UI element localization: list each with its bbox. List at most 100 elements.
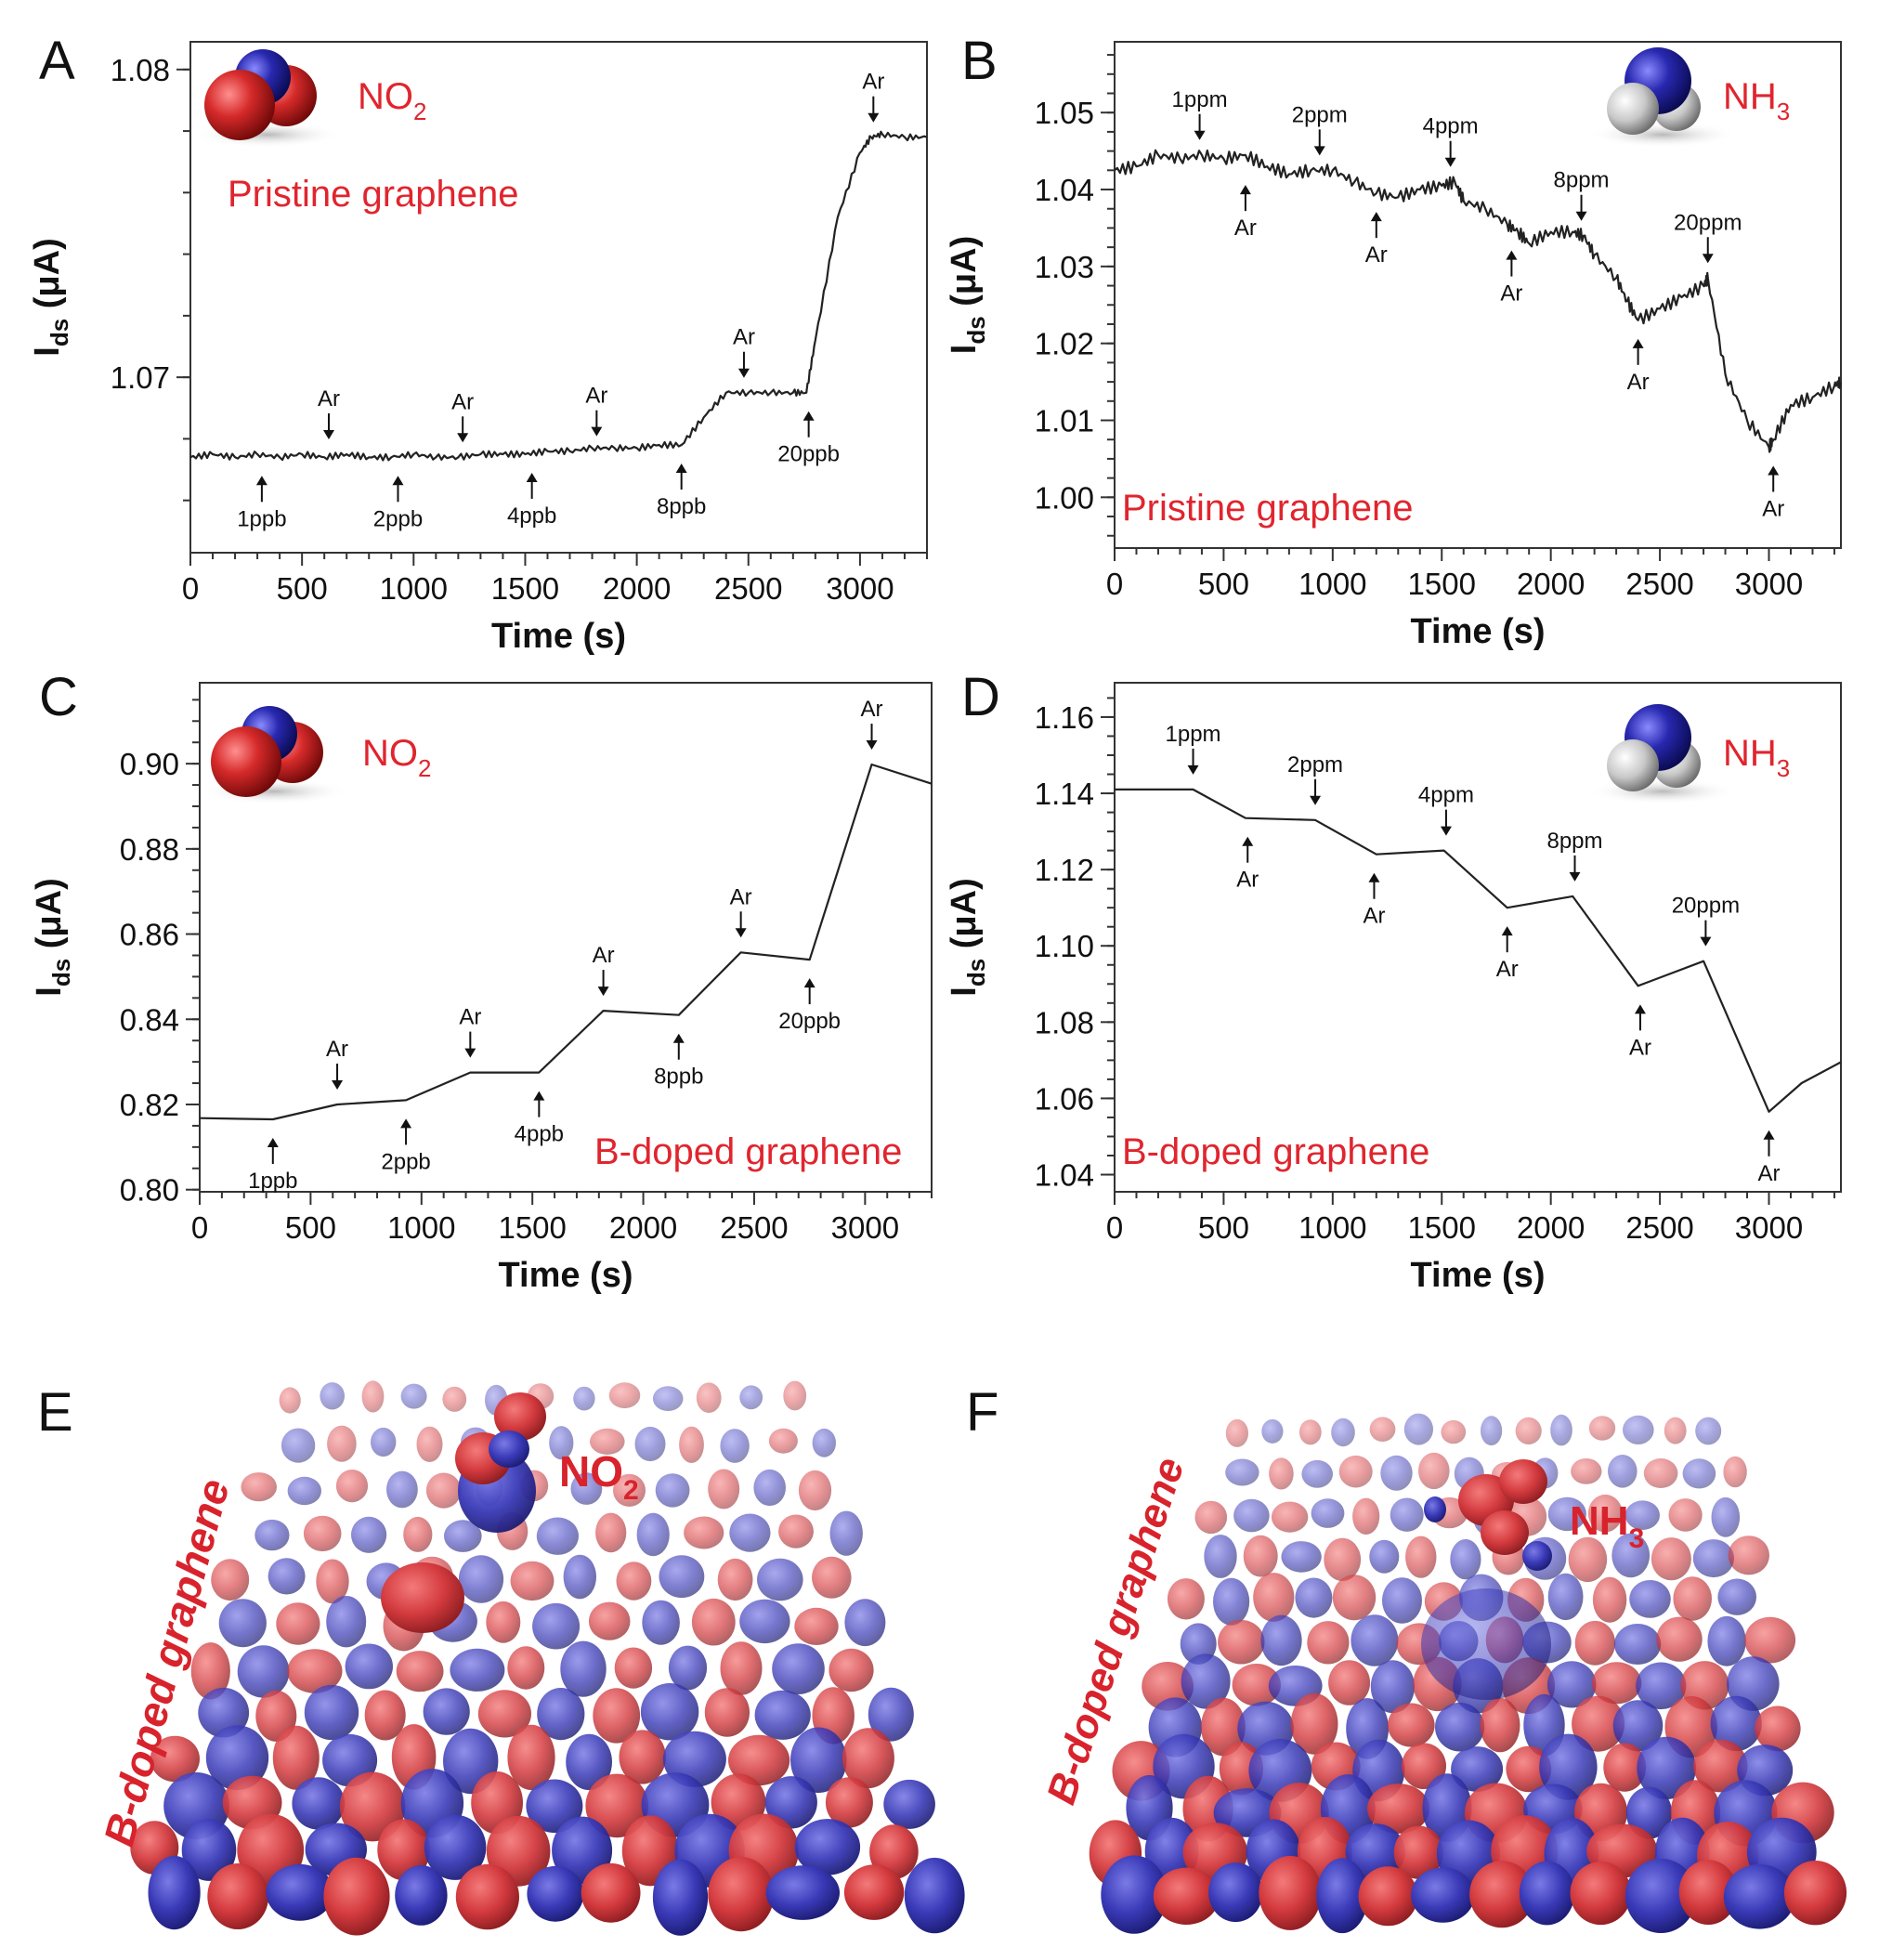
panel-b-y-tick-label: 1.05: [1035, 96, 1094, 130]
panel-b-annotation-label: Ar: [1627, 370, 1650, 395]
panel-b-series-line: [1114, 149, 1843, 453]
isosurface-lobe: [720, 1429, 750, 1463]
panel-e-letter: E: [37, 1382, 73, 1443]
isosurface-lobe: [455, 1863, 519, 1930]
isosurface-lobe: [613, 1473, 646, 1507]
isosurface-lobe: [883, 1779, 935, 1829]
isosurface-lobe: [1382, 1577, 1422, 1624]
panel-a-letter: A: [39, 31, 75, 91]
isosurface-lobe: [708, 1857, 775, 1932]
panel-c-series-line: [199, 763, 933, 1121]
panel-b-letter: B: [961, 31, 998, 91]
isosurface-lobe: [326, 1596, 367, 1648]
isosurface-lobe: [652, 1859, 709, 1936]
isosurface-lobe: [636, 1512, 670, 1557]
panel-f-charge-density: F NH3 B-doped graphene: [966, 1382, 1847, 1934]
panel-c-annotation: 4ppb: [515, 1091, 564, 1147]
panel-d-annotation: Ar: [1496, 926, 1519, 982]
panel-f-letter: F: [966, 1382, 998, 1443]
panel-c-annotation: Ar: [459, 1005, 481, 1058]
panel-a-molecule-icon: [193, 49, 342, 148]
panel-a-annotation: Ar: [862, 70, 884, 123]
isosurface-lobe: [1664, 1417, 1687, 1444]
panel-a-x-tick-label: 2000: [603, 571, 671, 606]
isosurface-lobe: [1728, 1535, 1770, 1575]
panel-a-annotation: 20ppb: [777, 411, 840, 467]
panel-c-annotation: 8ppb: [654, 1033, 703, 1090]
panel-a-y-axis-title: Ids (μA): [28, 238, 73, 356]
isosurface-lobe: [772, 1643, 825, 1694]
isosurface-lobe: [1167, 1578, 1205, 1620]
panel-d-annotation: Ar: [1629, 1004, 1651, 1060]
isosurface-lobe: [1153, 1867, 1220, 1925]
isosurface-lobe: [794, 1607, 839, 1645]
isosurface-lobe: [266, 1863, 334, 1921]
panel-a-x-tick-label: 0: [182, 571, 199, 606]
isosurface-lobe: [1451, 1746, 1504, 1792]
isosurface-lobe: [1253, 1573, 1295, 1622]
panel-d-annotation: 1ppm: [1166, 722, 1221, 775]
isosurface-lobe: [292, 1777, 346, 1830]
panel-d-y-tick-label: 1.16: [1035, 700, 1094, 735]
isosurface-lobe: [1692, 1539, 1734, 1578]
panel-a-annotation: 8ppb: [657, 464, 706, 519]
isosurface-lobe: [754, 1690, 811, 1740]
isosurface-lobe: [783, 1380, 807, 1411]
isosurface-lobe: [739, 1599, 790, 1644]
panel-c-y-tick-label: 0.84: [120, 1002, 179, 1037]
nh3-adsorbate: [1421, 1459, 1552, 1700]
isosurface-lobe: [655, 1473, 690, 1508]
panel-c-letter: C: [39, 667, 78, 727]
isosurface-lobe: [1393, 1825, 1443, 1879]
isosurface-lobe: [323, 1857, 390, 1936]
isosurface-lobe: [1481, 1416, 1503, 1446]
isosurface-lobe: [1693, 1739, 1748, 1793]
isosurface-lobe: [566, 1733, 612, 1791]
panel-b-annotation: Ar: [1627, 338, 1650, 395]
panel-a-annotation-label: Ar: [733, 325, 755, 350]
isosurface-lobe: [1612, 1700, 1664, 1752]
isosurface-lobe: [1695, 1417, 1722, 1445]
isosurface-lobe: [1316, 1858, 1368, 1934]
isosurface-lobe: [1450, 1539, 1481, 1580]
isosurface-lobe: [1208, 1862, 1263, 1923]
panel-c-material-label: B-doped graphene: [594, 1131, 902, 1172]
isosurface-lobe: [1469, 1861, 1534, 1928]
isosurface-lobe: [1570, 1862, 1632, 1926]
panel-c-annotation-label: Ar: [459, 1005, 481, 1030]
panel-b-annotation: 1ppm: [1172, 87, 1228, 140]
panel-a-annotation: Ar: [451, 389, 474, 443]
isosurface-lobe: [1723, 1456, 1747, 1488]
isosurface-lobe: [1233, 1498, 1270, 1533]
isosurface-lobe: [1260, 1614, 1302, 1666]
isosurface-lobe: [1588, 1416, 1616, 1441]
panel-a-x-tick-label: 1500: [491, 571, 559, 606]
isosurface-lobe: [181, 1819, 237, 1881]
panel-d-letter: D: [961, 667, 1000, 727]
isosurface-lobe: [287, 1649, 343, 1693]
panel-b-annotation: Ar: [1762, 465, 1784, 521]
panel-d-annotation: 8ppm: [1546, 829, 1603, 882]
isosurface-lobe: [1225, 1458, 1259, 1486]
isosurface-lobe: [778, 1514, 814, 1548]
isosurface-lobe: [1717, 1578, 1756, 1615]
panel-d-annotation-label: Ar: [1758, 1161, 1781, 1186]
panel-b-annotation: Ar: [1234, 185, 1257, 241]
isosurface-lobe: [634, 1426, 666, 1462]
panel-d-x-tick-label: 1000: [1298, 1210, 1366, 1245]
isosurface-lobe: [659, 1555, 705, 1599]
isosurface-lobe: [619, 1730, 666, 1784]
isosurface-lobe: [696, 1382, 722, 1413]
panel-b-annotation: 20ppm: [1674, 210, 1742, 264]
isosurface-lobe: [1550, 1414, 1572, 1446]
panel-b-x-tick-label: 1000: [1298, 567, 1366, 601]
panel-a-annotation-label: 4ppb: [507, 503, 556, 529]
isosurface-lobe: [416, 1426, 443, 1463]
panel-d-annotation-label: Ar: [1363, 904, 1385, 929]
panel-d-annotation: Ar: [1236, 836, 1259, 893]
isosurface-lobe: [1281, 1541, 1322, 1573]
panel-c-annotation-label: 1ppb: [248, 1169, 297, 1194]
panel-a-x-axis-title: Time (s): [491, 617, 626, 656]
isosurface-lobe: [1405, 1535, 1437, 1578]
isosurface-lobe: [753, 1469, 786, 1507]
